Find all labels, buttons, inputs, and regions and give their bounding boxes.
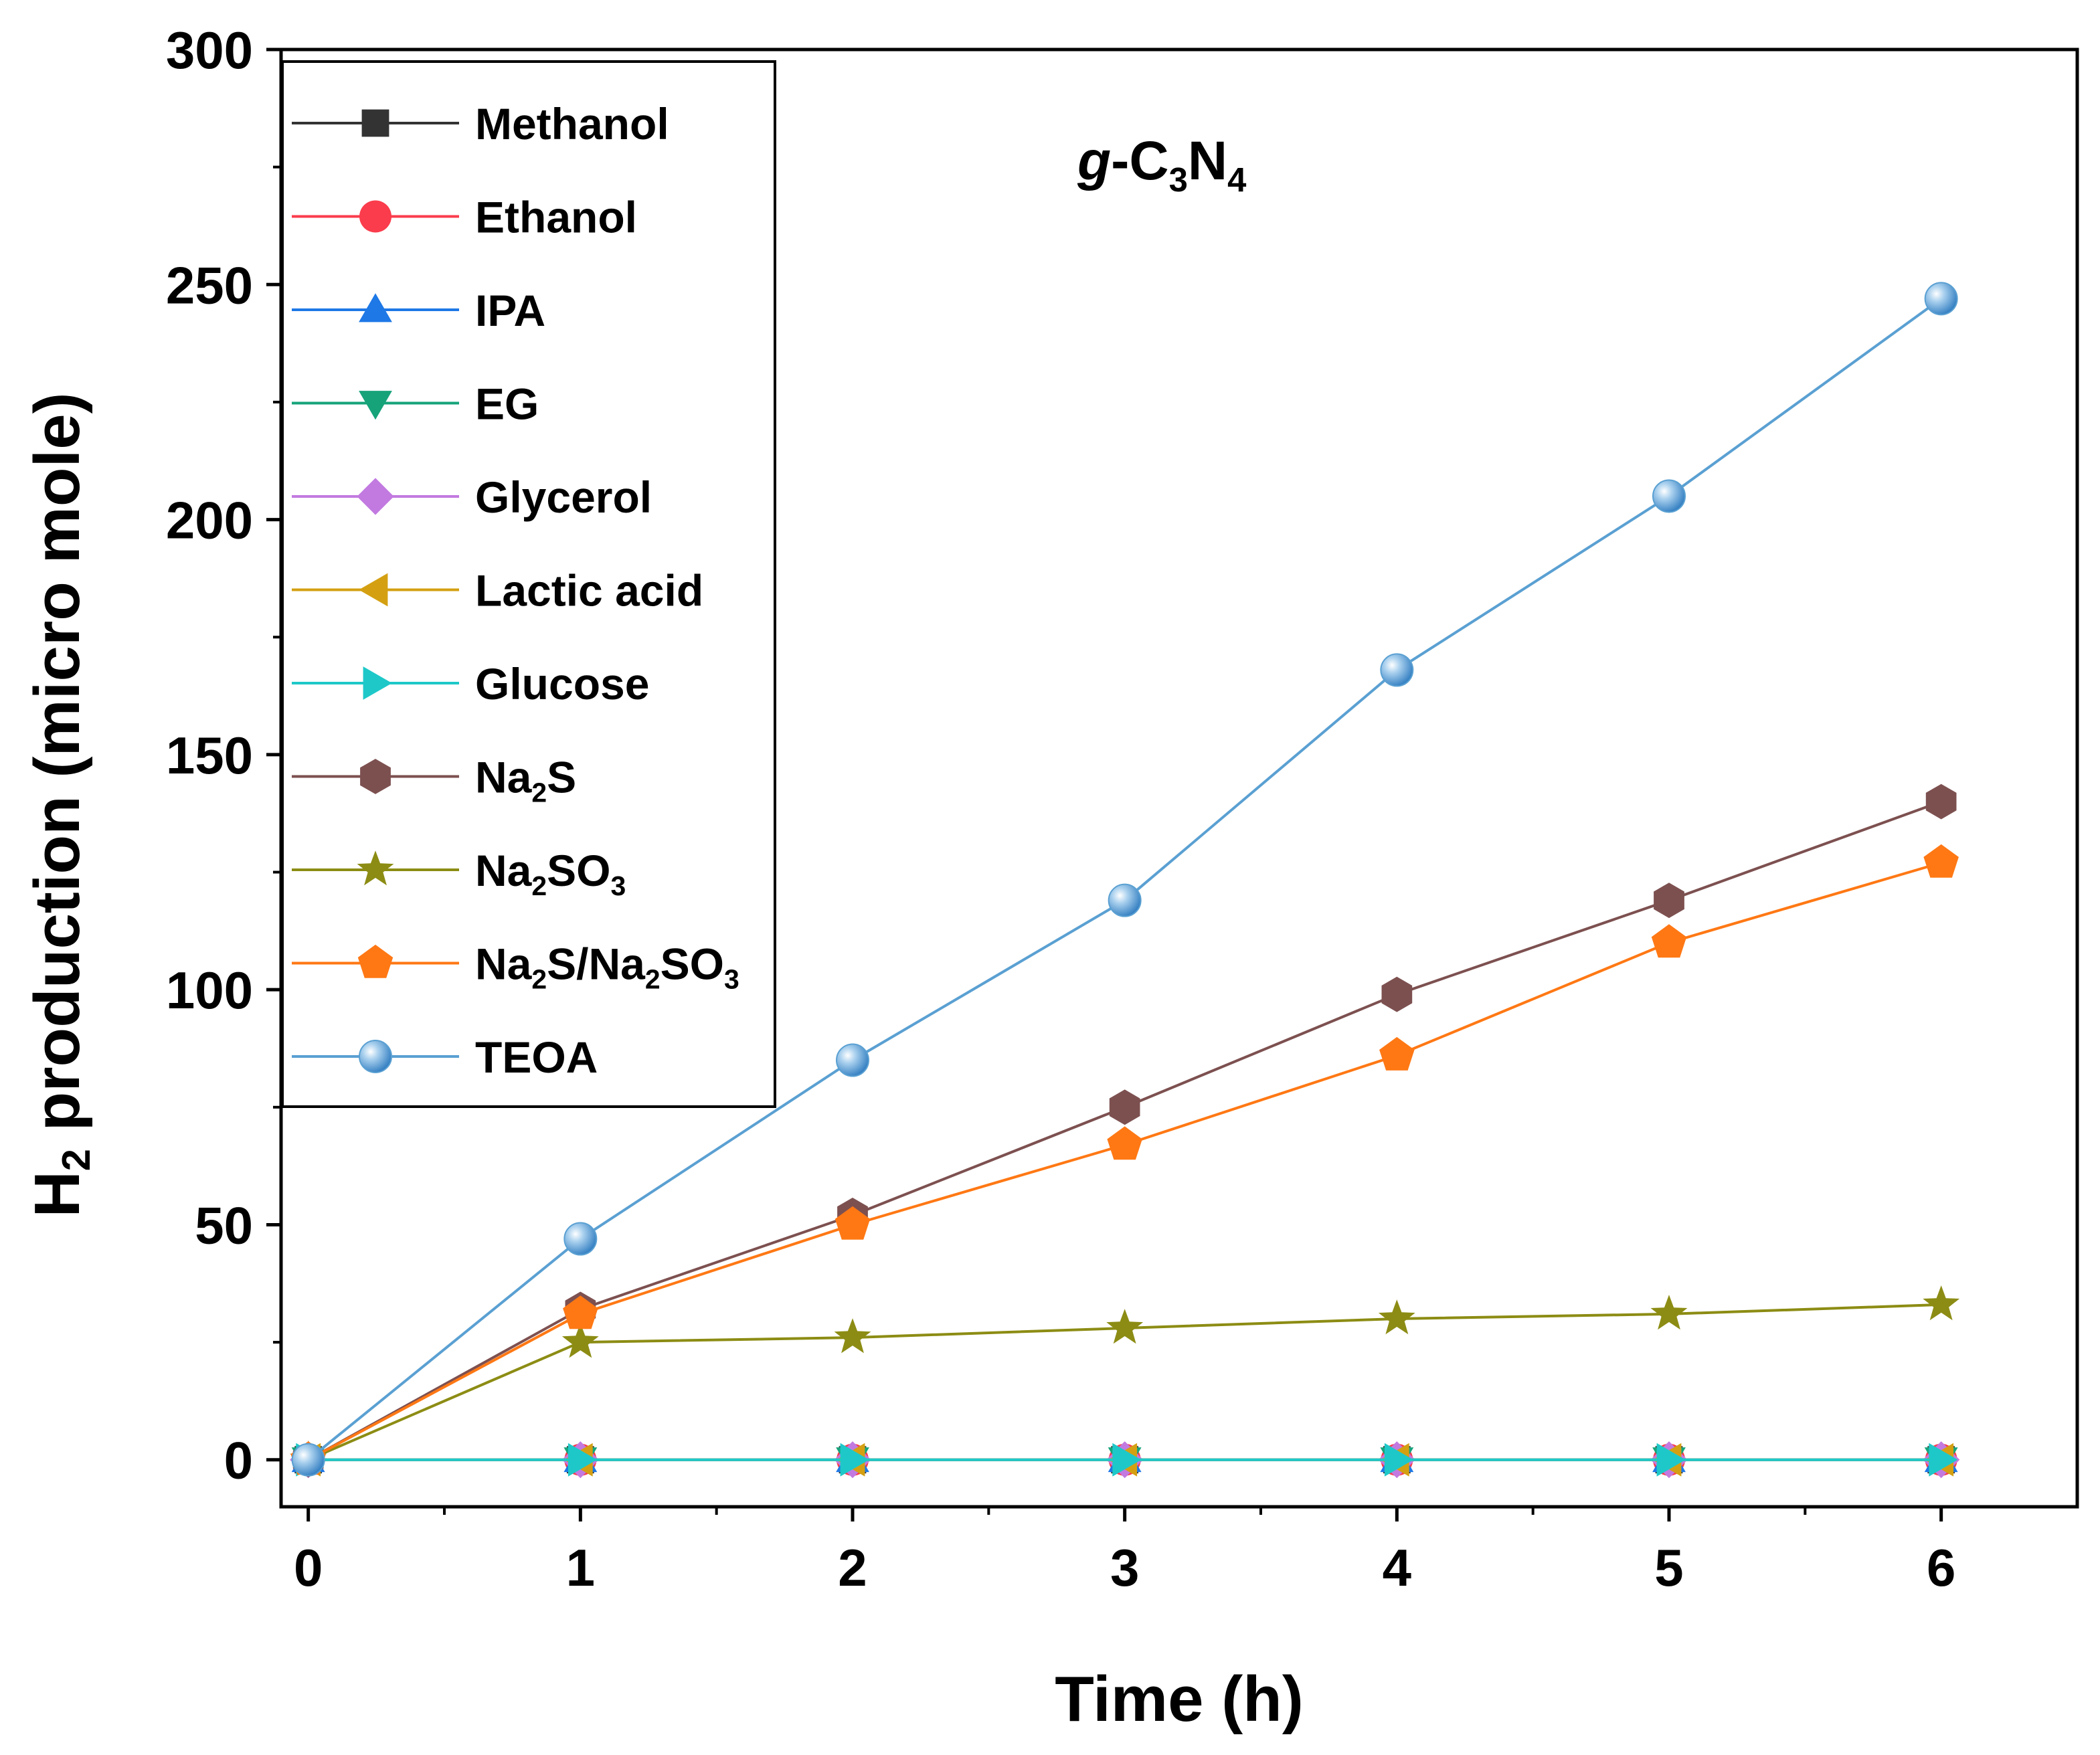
series-teoa xyxy=(291,282,1958,1477)
data-point xyxy=(1929,1443,1958,1477)
legend-entry: IPA xyxy=(292,286,545,335)
legend-label: TEOA xyxy=(475,1032,598,1082)
legend-entry: Na2S xyxy=(292,753,576,808)
legend-marker xyxy=(359,573,388,607)
legend-label: Na2S/Na2SO3 xyxy=(475,939,739,995)
legend-entry: Lactic acid xyxy=(292,566,703,616)
legend-entry: Ethanol xyxy=(292,193,637,242)
data-point xyxy=(1923,1285,1960,1321)
legend-label: Na2S xyxy=(475,753,576,808)
legend-marker xyxy=(359,200,391,233)
data-point xyxy=(1107,1126,1142,1160)
data-point xyxy=(1923,844,1959,878)
legend-marker xyxy=(360,759,391,794)
data-point xyxy=(834,1318,871,1354)
data-point xyxy=(1381,976,1413,1012)
legend-label: Glycerol xyxy=(475,472,652,522)
data-point xyxy=(563,1295,598,1329)
data-point xyxy=(1651,924,1687,958)
legend-marker xyxy=(359,293,392,322)
legend-marker xyxy=(361,109,389,137)
legend-label: Methanol xyxy=(475,99,669,149)
data-point xyxy=(1378,1299,1415,1335)
legend-label: EG xyxy=(475,379,539,429)
x-tick-label: 6 xyxy=(1927,1538,1955,1597)
legend-marker xyxy=(359,391,392,420)
legend-entry: Glycerol xyxy=(292,472,652,522)
x-tick-label: 1 xyxy=(566,1538,595,1597)
legend-marker xyxy=(359,1040,392,1073)
y-tick-label: 250 xyxy=(166,256,253,314)
data-point xyxy=(1384,1443,1414,1477)
legend-entry: EG xyxy=(292,379,539,429)
data-point xyxy=(835,1206,871,1240)
legend-marker xyxy=(357,850,394,886)
data-point xyxy=(1106,1309,1144,1344)
x-tick-label: 5 xyxy=(1654,1538,1683,1597)
legend-entry: Na2S/Na2SO3 xyxy=(292,939,739,995)
legend-label: IPA xyxy=(475,286,545,335)
y-tick-label: 50 xyxy=(195,1196,253,1255)
legend-box xyxy=(281,60,776,1108)
x-tick-label: 0 xyxy=(294,1538,323,1597)
legend-entry: Na2SO3 xyxy=(292,846,626,901)
y-tick-label: 0 xyxy=(224,1431,253,1490)
x-tick-label: 4 xyxy=(1383,1538,1411,1597)
data-point xyxy=(563,1222,598,1256)
y-tick-label: 200 xyxy=(166,491,253,550)
annotation-label: g-C3N4 xyxy=(1077,130,1246,199)
data-point xyxy=(567,1443,598,1477)
legend-entry: TEOA xyxy=(292,1032,598,1082)
data-point xyxy=(836,1043,869,1077)
legend-label: Lactic acid xyxy=(475,566,703,616)
data-point xyxy=(1112,1443,1142,1477)
series-na2so3 xyxy=(290,1285,1960,1475)
y-tick-label: 100 xyxy=(166,961,253,1020)
data-point xyxy=(561,1323,599,1358)
data-point xyxy=(291,1443,325,1477)
data-point xyxy=(1924,282,1958,316)
series-layer xyxy=(290,282,1960,1479)
data-point xyxy=(1650,1295,1688,1330)
data-point xyxy=(1656,1443,1686,1477)
legend-entry: Methanol xyxy=(292,99,669,149)
x-tick-label: 3 xyxy=(1110,1538,1139,1597)
data-point xyxy=(840,1443,869,1477)
y-tick-label: 150 xyxy=(166,726,253,785)
legend-label: Glucose xyxy=(475,659,649,709)
legend-marker xyxy=(357,478,394,515)
y-axis-title: H2 production (micro mole) xyxy=(21,392,98,1217)
data-point xyxy=(1109,1089,1140,1125)
legend-marker xyxy=(363,666,392,700)
axes: 0 1 2 3 4 5 6 0 50 100 150 200 250 300 xyxy=(166,21,1956,1597)
data-point xyxy=(1925,783,1957,820)
legend-label: Na2SO3 xyxy=(475,846,626,901)
data-point xyxy=(1654,883,1684,919)
legend-marker xyxy=(357,944,393,978)
x-axis-title: Time (h) xyxy=(1055,1663,1304,1735)
data-point xyxy=(1379,1036,1415,1071)
labels: Time (h) H2 production (micro mole) g-C3N4 xyxy=(21,130,1304,1735)
legend-entry: Glucose xyxy=(292,659,649,709)
x-tick-label: 2 xyxy=(838,1538,867,1597)
legend-label: Ethanol xyxy=(475,193,637,242)
data-point xyxy=(1108,883,1142,917)
y-tick-label: 300 xyxy=(166,21,253,80)
data-point xyxy=(1652,479,1686,513)
data-point xyxy=(1380,653,1414,687)
legend: Methanol Ethanol IPA EG Glycerol Lactic acid G… xyxy=(281,60,776,1108)
